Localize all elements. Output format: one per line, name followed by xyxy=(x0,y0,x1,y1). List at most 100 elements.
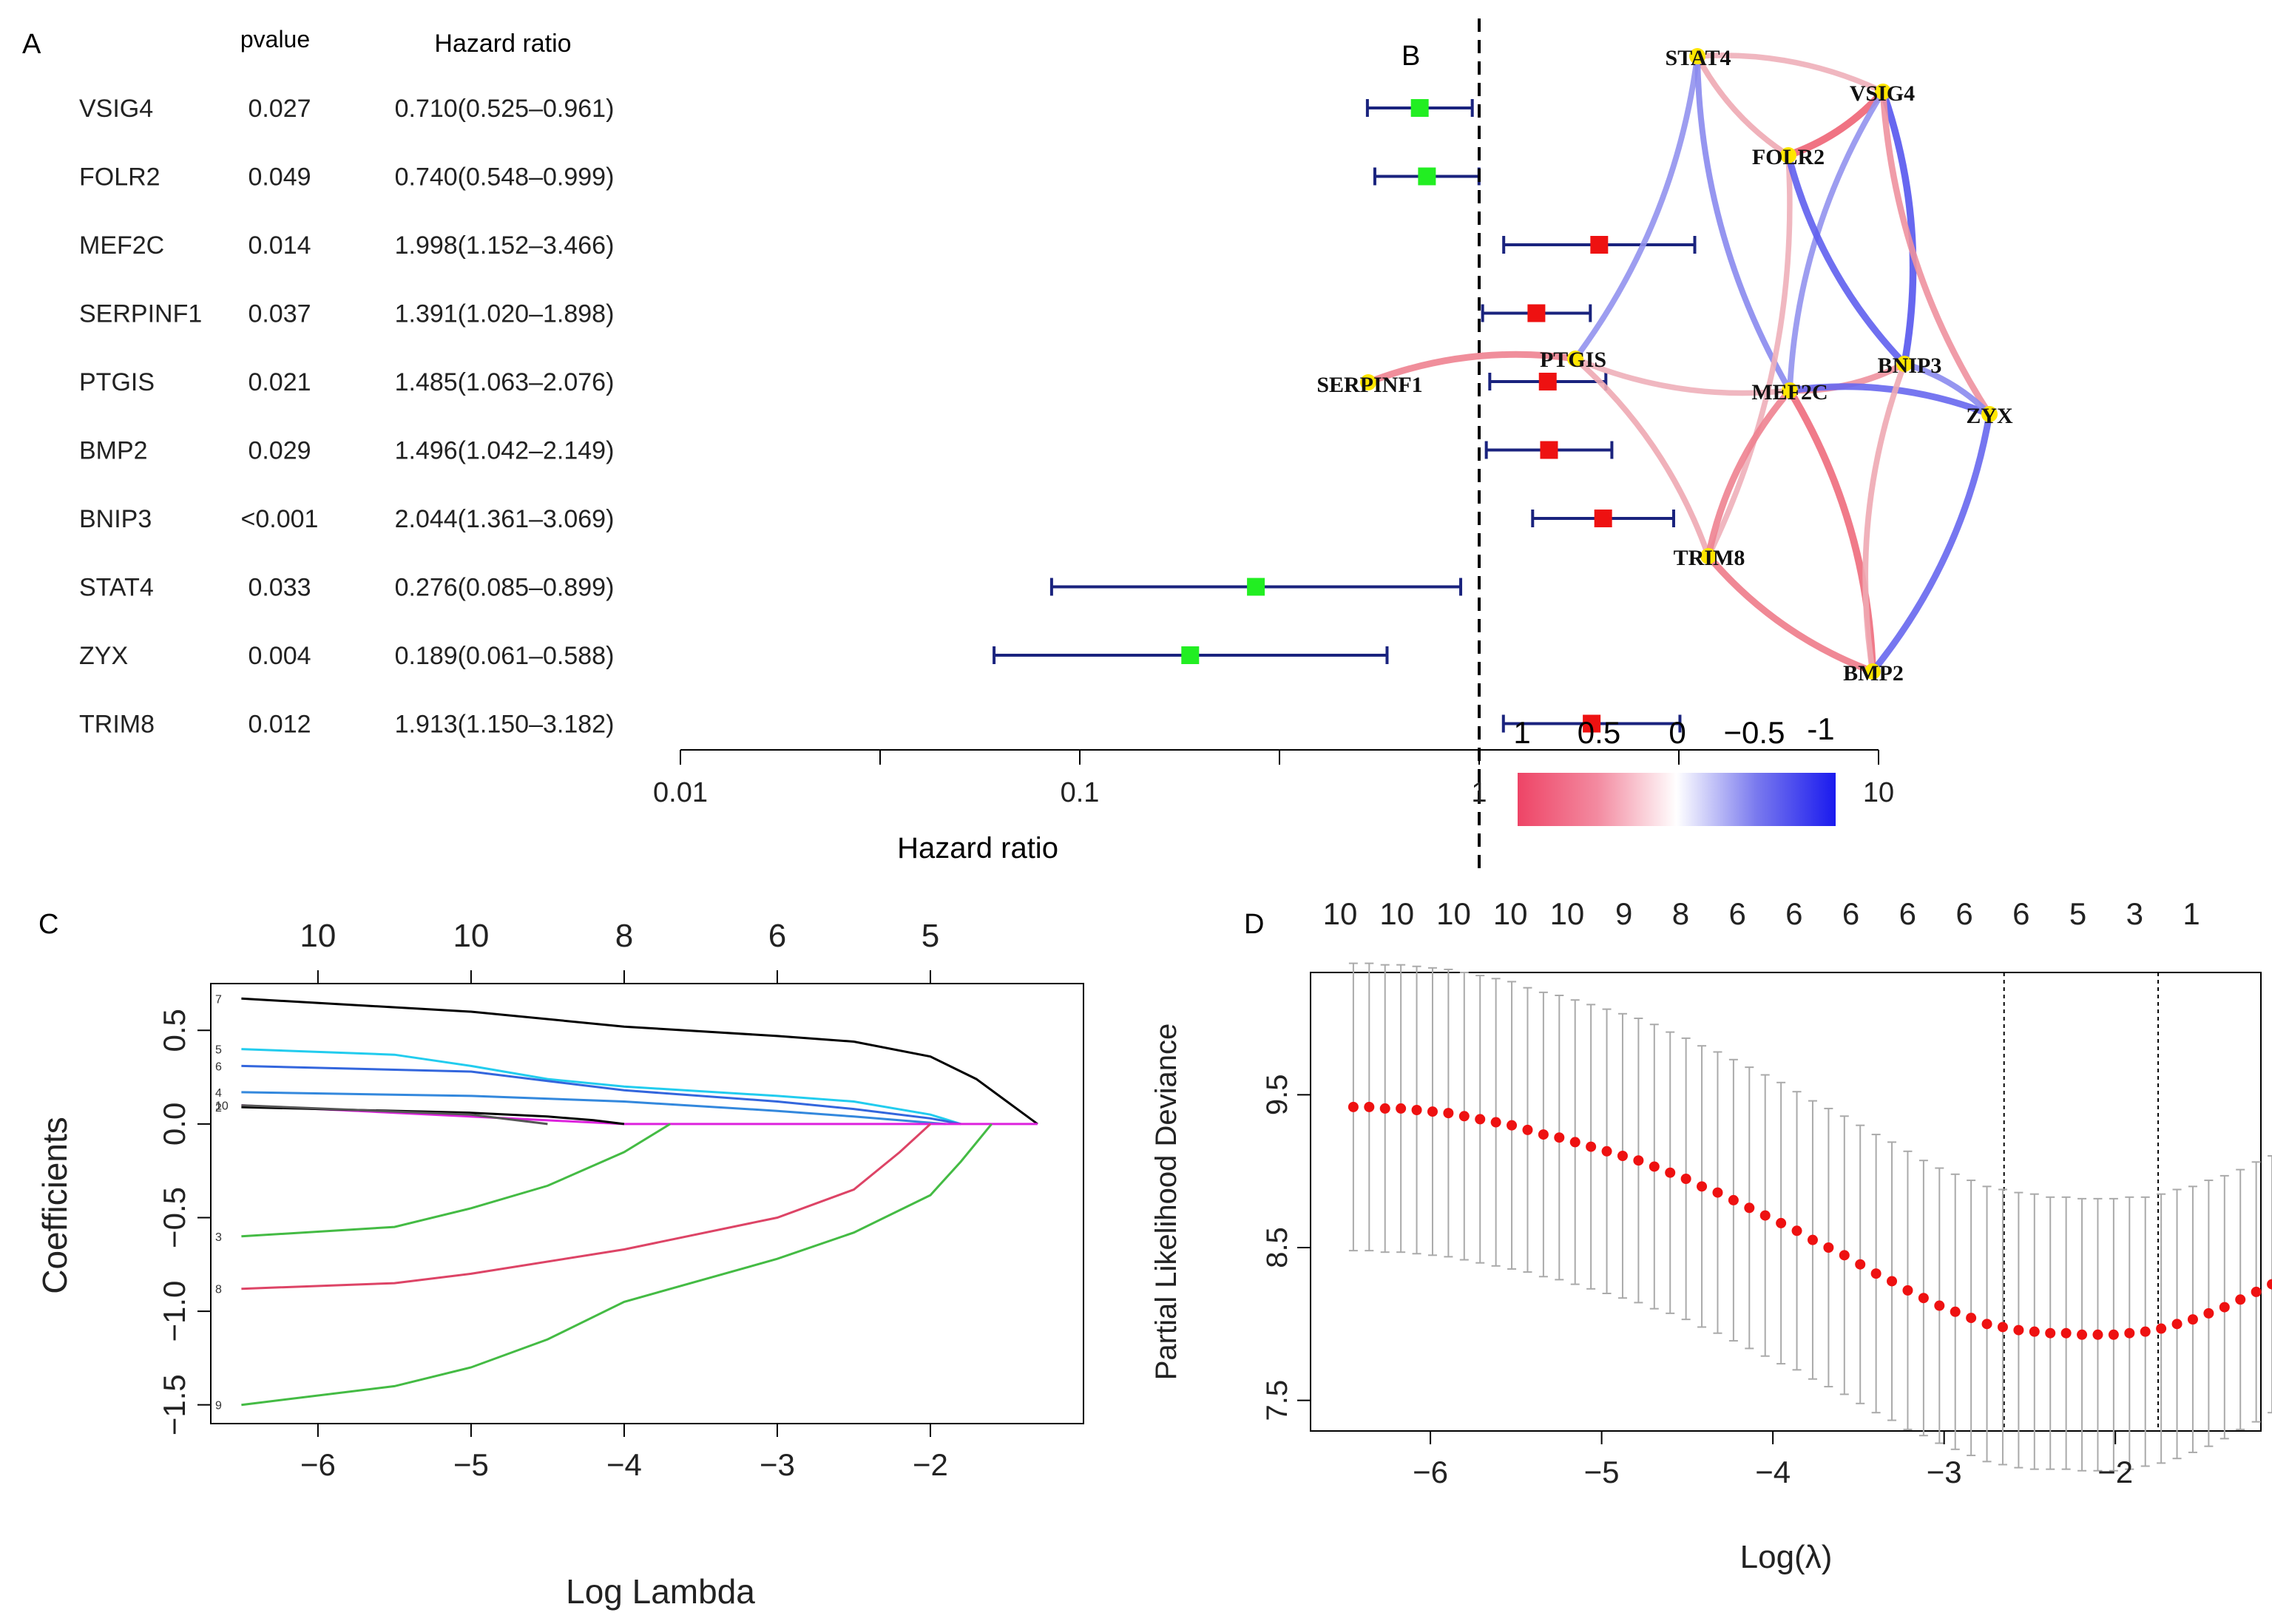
y-tick-label: −1.5 xyxy=(157,1374,192,1435)
deviance-point xyxy=(1997,1322,2008,1333)
top-tick-label: 5 xyxy=(922,918,939,954)
hazard-ratio-ci: 1.391(1.020–1.898) xyxy=(395,300,615,328)
y-axis-label: Partial Likelihood Deviance xyxy=(1150,1024,1183,1381)
tick-label: 0.01 xyxy=(653,777,708,808)
network-edge xyxy=(1694,53,1791,158)
tick-label: 0.1 xyxy=(1061,777,1100,808)
legend-label: −0.5 xyxy=(1724,715,1785,750)
plot-frame xyxy=(210,983,1084,1424)
hazard-ratio-ci: 2.044(1.361–3.069) xyxy=(395,505,615,533)
hazard-ratio-ci: 1.913(1.150–3.182) xyxy=(395,711,615,739)
path-index-label: 2 xyxy=(215,1102,222,1114)
network-edge xyxy=(1694,53,1793,393)
deviance-point xyxy=(1569,1137,1580,1148)
deviance-point xyxy=(2060,1327,2072,1339)
deviance-point xyxy=(2235,1294,2246,1305)
x-tick-label: −6 xyxy=(1413,1455,1448,1489)
top-tick-label: 6 xyxy=(768,918,786,954)
panel-label-b: B xyxy=(1402,41,1420,72)
p-value: 0.012 xyxy=(248,711,311,739)
deviance-point xyxy=(2077,1329,2088,1340)
top-tick-label: 9 xyxy=(1615,896,1632,931)
forest-header-hazard-ratio: Hazard ratio xyxy=(434,30,571,58)
network-edge xyxy=(1572,356,1711,559)
deviance-point xyxy=(1601,1146,1612,1157)
deviance-point xyxy=(1776,1217,1787,1228)
deviance-point xyxy=(2029,1326,2040,1337)
y-tick-label: 0.5 xyxy=(157,1009,192,1052)
deviance-point xyxy=(1458,1111,1470,1122)
tick-label: 1 xyxy=(1471,777,1487,808)
hazard-ratio-ci: 1.485(1.063–2.076) xyxy=(395,368,615,396)
network-node-label: STAT4 xyxy=(1666,46,1731,70)
deviance-point xyxy=(1665,1167,1676,1178)
network-node xyxy=(1567,351,1583,367)
x-axis-label: Log Lambda xyxy=(566,1572,755,1611)
coefficient-path xyxy=(241,1123,671,1238)
y-tick-label: 8.5 xyxy=(1261,1227,1294,1268)
gene-label: FOLR2 xyxy=(79,163,160,192)
top-tick-label: 10 xyxy=(1323,896,1358,931)
top-tick-label: 6 xyxy=(1785,896,1802,931)
x-tick-label: −6 xyxy=(300,1447,336,1482)
network-node xyxy=(1689,48,1705,64)
hazard-ratio-point xyxy=(1418,167,1436,186)
panel-label-d: D xyxy=(1244,909,1264,940)
y-tick-label: −1.0 xyxy=(157,1281,192,1342)
network-edge xyxy=(1694,53,1886,95)
deviance-point xyxy=(1586,1141,1597,1152)
network-node-label: MEF2C xyxy=(1751,380,1828,405)
deviance-point xyxy=(1475,1114,1486,1125)
network-edge xyxy=(1786,383,1993,418)
deviance-point xyxy=(1396,1103,1407,1114)
network-edge xyxy=(1901,361,1992,417)
gene-label: TRIM8 xyxy=(79,711,155,739)
network-node-label: FOLR2 xyxy=(1752,145,1825,169)
legend-label: 0.5 xyxy=(1578,715,1620,750)
coefficient-path xyxy=(241,1123,932,1290)
coefficient-path xyxy=(241,1091,946,1126)
network-node-label: VSIG4 xyxy=(1850,81,1915,106)
deviance-point xyxy=(1379,1103,1390,1114)
network-edge xyxy=(1785,152,1908,368)
network-edge xyxy=(1862,361,1907,674)
y-axis-label: Coefficients xyxy=(36,1117,74,1294)
network-node-label: BNIP3 xyxy=(1878,353,1942,378)
deviance-point xyxy=(1902,1285,1913,1296)
x-tick-label: −4 xyxy=(606,1447,642,1482)
deviance-point xyxy=(1490,1117,1501,1128)
network-edge xyxy=(1572,53,1700,362)
p-value: <0.001 xyxy=(241,505,319,533)
p-value: 0.004 xyxy=(248,642,311,670)
deviance-point xyxy=(2187,1314,2198,1325)
deviance-point xyxy=(1966,1313,1977,1324)
deviance-point xyxy=(1348,1101,1359,1112)
path-index-label: 7 xyxy=(215,993,222,1006)
top-tick-label: 6 xyxy=(2012,896,2029,931)
deviance-point xyxy=(1807,1234,1818,1245)
y-tick-label: −0.5 xyxy=(157,1187,192,1248)
forest-x-axis: 0.01 0.1 1 10 xyxy=(653,18,1894,876)
network-edge xyxy=(1879,88,1917,368)
deviance-point xyxy=(2092,1329,2103,1340)
network-node xyxy=(1780,147,1796,163)
coefficient-path xyxy=(241,1048,961,1126)
gene-label: BMP2 xyxy=(79,437,148,465)
p-value: 0.029 xyxy=(248,437,311,465)
path-index-label: 8 xyxy=(215,1284,222,1296)
top-tick-label: 5 xyxy=(2069,896,2086,931)
deviance-point xyxy=(2140,1326,2151,1337)
network-node xyxy=(1875,84,1891,100)
path-index-label: 6 xyxy=(215,1060,222,1073)
p-value: 0.014 xyxy=(248,231,311,260)
deviance-point xyxy=(1759,1210,1771,1221)
hazard-ratio-point xyxy=(1181,646,1200,664)
path-index-label: 9 xyxy=(215,1400,222,1412)
path-index-label: 3 xyxy=(215,1231,222,1244)
network-node-label: TRIM8 xyxy=(1674,546,1745,570)
deviance-point xyxy=(1680,1174,1691,1184)
x-tick-label: −3 xyxy=(1927,1455,1962,1489)
top-tick-label: 6 xyxy=(1728,896,1745,931)
gene-label: VSIG4 xyxy=(79,95,153,123)
deviance-point xyxy=(1918,1293,1929,1304)
